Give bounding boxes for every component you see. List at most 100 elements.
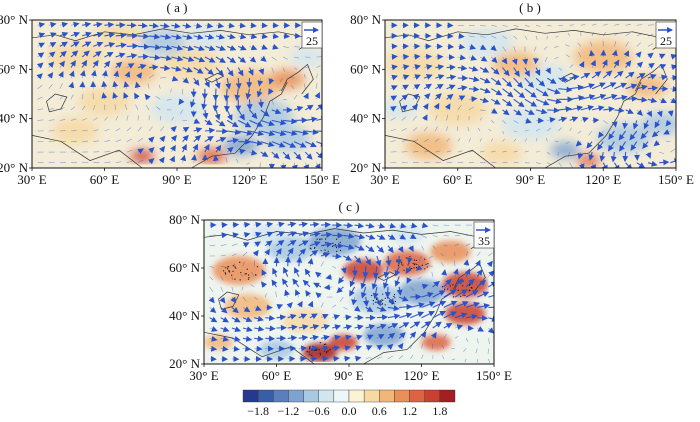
stipple-dot — [388, 300, 391, 302]
wind-vector — [423, 74, 433, 80]
wind-vector — [390, 85, 398, 91]
wind-vector — [443, 333, 447, 339]
wind-vector — [431, 271, 433, 277]
wind-vector — [502, 98, 513, 107]
wind-vector — [435, 84, 444, 90]
wind-vector — [249, 119, 264, 127]
wind-vector — [435, 150, 441, 153]
wind-vector — [70, 41, 80, 48]
wind-vector — [303, 162, 310, 168]
wind-vector — [81, 93, 84, 100]
wind-vector — [68, 70, 75, 79]
wind-vector — [354, 355, 362, 362]
wind-vector — [92, 51, 102, 58]
wind-vector — [215, 33, 226, 40]
wind-vector — [375, 255, 382, 267]
wind-vector — [546, 138, 548, 142]
wind-vector — [249, 130, 265, 137]
wind-vector — [201, 99, 208, 110]
wind-vector — [397, 245, 404, 253]
wind-vector — [479, 77, 491, 84]
wind-vector — [260, 119, 275, 127]
stipple-dot — [318, 349, 320, 351]
wind-vector — [48, 42, 57, 48]
wind-vector — [332, 345, 341, 352]
wind-vector — [365, 334, 374, 341]
y-tick-label: 40° N — [0, 111, 29, 126]
wind-vector — [298, 313, 308, 320]
wind-vector — [642, 141, 649, 149]
wind-vector — [332, 314, 341, 320]
wind-vector — [410, 293, 422, 300]
wind-vector — [385, 255, 392, 267]
wind-vector — [412, 151, 419, 153]
wind-vector — [59, 50, 67, 58]
wind-vector — [625, 162, 633, 168]
wind-vector — [432, 290, 446, 298]
wind-vector — [242, 306, 251, 313]
wind-vector — [160, 22, 170, 29]
wind-vector — [586, 141, 593, 149]
wind-vector — [81, 105, 86, 111]
wind-vector — [343, 345, 351, 352]
wind-vector — [93, 41, 104, 48]
wind-vector — [401, 74, 410, 81]
wind-vector — [396, 286, 403, 296]
wind-vector — [160, 33, 172, 40]
stipple-dot — [225, 273, 227, 275]
wind-vector — [464, 268, 471, 277]
wind-vector — [148, 136, 155, 143]
wind-vector — [569, 94, 585, 101]
wind-vector — [636, 24, 643, 26]
wind-vector — [443, 311, 458, 319]
wind-vector — [320, 261, 324, 267]
wind-vector — [325, 273, 333, 280]
y-tick-label: 20° N — [0, 160, 29, 175]
wind-vector — [93, 140, 100, 142]
wind-vector — [115, 150, 122, 153]
wind-vector — [365, 306, 374, 313]
wind-vector — [246, 162, 250, 165]
wind-vector — [170, 88, 172, 93]
wind-vector — [547, 162, 552, 166]
wind-vector — [59, 21, 69, 28]
stipple-dot — [462, 294, 464, 296]
panel-c-x-ticks: 30° E 60° E 90° E 120° E 150° E — [189, 364, 512, 383]
wind-vector — [235, 158, 239, 163]
stipple-dot — [224, 272, 226, 274]
wind-vector — [160, 126, 165, 132]
wind-vector — [135, 104, 139, 111]
wind-vector — [351, 266, 358, 277]
wind-vector — [37, 32, 46, 39]
anomaly-blob — [343, 259, 384, 282]
wind-vector — [258, 67, 265, 75]
wind-vector — [332, 253, 342, 260]
wind-vector — [293, 141, 307, 148]
wind-vector — [287, 221, 297, 228]
wind-vector — [249, 140, 264, 146]
stipple-dot — [319, 352, 321, 354]
stipple-dot — [336, 250, 338, 252]
wind-vector — [443, 235, 449, 237]
wind-vector — [452, 268, 459, 277]
wind-vector — [435, 64, 445, 71]
wind-vector — [181, 144, 187, 153]
wind-vector — [204, 33, 215, 40]
panel-b-label: ( b ) — [519, 0, 541, 15]
wind-vector — [636, 42, 642, 47]
wind-vector — [70, 60, 76, 68]
wind-vector — [547, 77, 557, 84]
wind-vector — [320, 251, 331, 258]
wind-vector — [82, 21, 92, 28]
wind-vector — [614, 23, 620, 26]
wind-vector — [287, 239, 297, 247]
wind-vector — [126, 53, 138, 60]
wind-vector — [353, 305, 361, 312]
wind-vector — [70, 118, 77, 121]
wind-vector — [376, 234, 386, 240]
wind-vector — [282, 278, 289, 288]
wind-vector — [608, 130, 615, 140]
wind-vector — [265, 221, 274, 228]
wind-vector — [477, 127, 481, 132]
wind-vector — [242, 296, 247, 302]
